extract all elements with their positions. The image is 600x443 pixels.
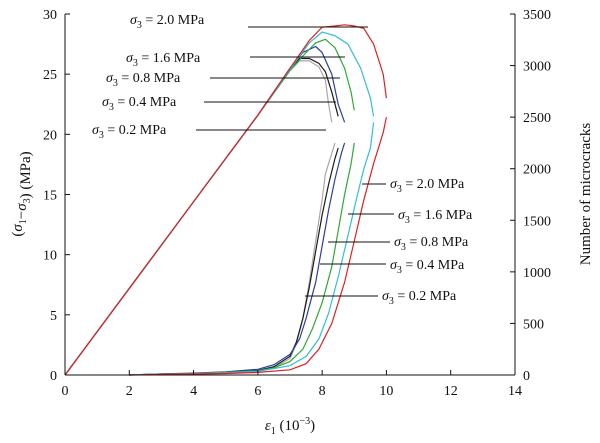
right-y-tick-label: 0 — [523, 369, 530, 384]
right-y-tick-label: 500 — [523, 317, 544, 332]
x-tick-label: 2 — [126, 384, 133, 399]
callout-label: σ3 = 0.8 MPa — [106, 71, 181, 89]
microcrack-curve-5 — [129, 122, 375, 376]
left-y-tick-label: 30 — [43, 8, 57, 23]
x-tick-label: 12 — [444, 384, 458, 399]
right-y-tick-label: 1000 — [523, 266, 551, 281]
right-y-tick-label: 3500 — [523, 8, 551, 23]
callout-label: σ3 = 0.8 MPa — [394, 235, 469, 253]
left-y-tick-label: 15 — [43, 189, 57, 204]
x-tick-label: 6 — [254, 384, 261, 399]
microcrack-curve-6 — [129, 116, 387, 376]
right-y-tick-label: 1500 — [523, 214, 551, 229]
axis-layer: 0 2 4 6 8 10 12 1405101520253005001000150020002… — [43, 8, 551, 399]
callout-label: σ3 = 2.0 MPa — [130, 13, 205, 31]
callout-label: σ3 = 1.6 MPa — [126, 51, 201, 69]
right-y-tick-label: 3000 — [523, 60, 551, 75]
callout-label: σ3 = 0.4 MPa — [102, 95, 177, 113]
x-tick-label: 8 — [319, 384, 326, 399]
left-y-tick-label: 10 — [43, 249, 57, 264]
callout-label: σ3 = 0.2 MPa — [382, 289, 457, 307]
right-y-axis-title: Number of microcracks — [578, 123, 594, 266]
x-tick-label: 14 — [508, 384, 522, 399]
callout-label: σ3 = 1.6 MPa — [398, 208, 473, 226]
left-y-axis-title: (σ1−σ3) (MPa) — [10, 151, 34, 236]
left-y-tick-label: 0 — [50, 369, 57, 384]
left-y-tick-label: 5 — [50, 309, 57, 324]
left-y-tick-label: 25 — [43, 68, 57, 83]
stress-curve-4 — [64, 38, 355, 376]
right-y-tick-label: 2500 — [523, 111, 551, 126]
x-tick-label: 10 — [379, 384, 393, 399]
x-tick-label: 4 — [190, 384, 197, 399]
callout-label: σ3 = 2.0 MPa — [390, 177, 465, 195]
callout-label: σ3 = 0.2 MPa — [92, 123, 167, 141]
right-y-tick-label: 2000 — [523, 163, 551, 178]
left-y-tick-label: 20 — [43, 128, 57, 143]
microcrack-curve-1 — [129, 142, 336, 376]
x-axis-title: ε1 (10−3) — [265, 416, 315, 437]
series-layer — [64, 24, 387, 376]
microcrack-curve-4 — [129, 142, 355, 376]
callout-label: σ3 = 0.4 MPa — [390, 258, 465, 276]
x-tick-label: 0 — [62, 384, 69, 399]
callout-layer: σ3 = 2.0 MPa σ3 = 1.6 MPa σ3 = 0.8 MPa σ3 =… — [92, 13, 473, 307]
